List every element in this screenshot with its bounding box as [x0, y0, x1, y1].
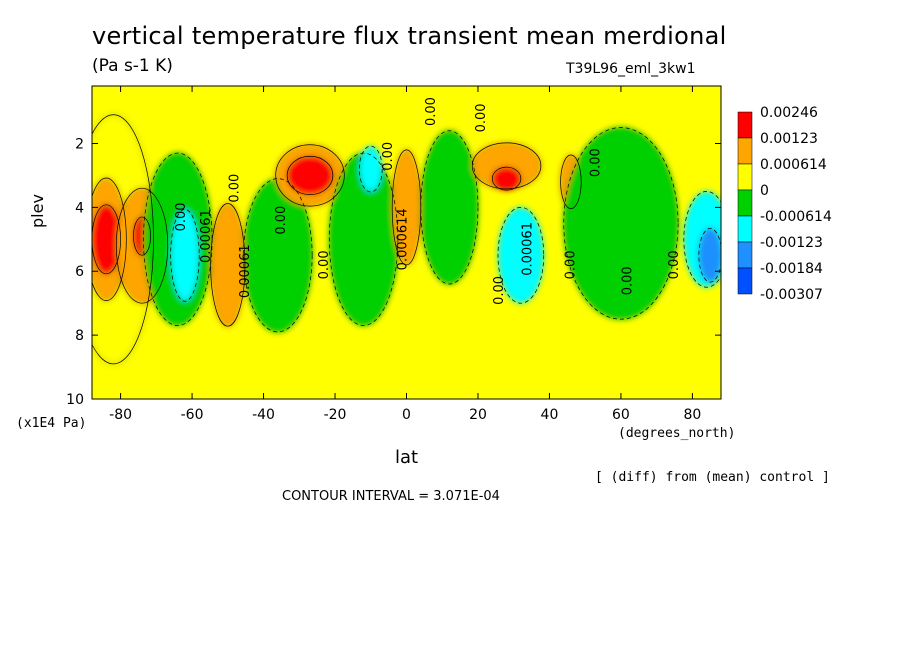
- x-axis-unit: (degrees_north): [618, 426, 736, 441]
- contour-label-10: 0.00: [492, 276, 507, 305]
- x-tick-label: 40: [541, 407, 559, 423]
- contour-label-3: 0.00061: [238, 244, 253, 298]
- legend-swatch: [737, 163, 753, 191]
- color-legend: 0.00246 0.00123 0.000614 0 -0.000614 -0.00123…: [737, 105, 832, 303]
- contour-label-0: 0.00: [174, 202, 189, 231]
- contour-line-10: [286, 155, 334, 195]
- legend-swatch: [737, 215, 753, 243]
- x-tick-label: -40: [252, 407, 275, 423]
- contour-line-17: [497, 207, 545, 304]
- diff-note: [ (diff) from (mean) control ]: [595, 470, 830, 485]
- legend-label: 0.00246: [760, 105, 818, 121]
- field-blob-12: [358, 145, 383, 193]
- field-blob-14: [420, 130, 479, 285]
- x-tick-label: -80: [109, 407, 132, 423]
- run-label: T39L96_eml_3kw1: [566, 61, 696, 77]
- contour-line-19: [563, 127, 679, 320]
- contour-line-16: [491, 166, 522, 191]
- contour-line-21: [698, 228, 721, 283]
- legend-label: -0.00307: [760, 287, 823, 303]
- contour-line-6: [170, 208, 200, 302]
- x-axis-label: lat: [395, 447, 419, 468]
- x-tick-label: 20: [469, 407, 487, 423]
- legend-label: -0.000614: [760, 209, 832, 225]
- contour-label-15: 0.00: [667, 250, 682, 279]
- legend-swatch: [737, 111, 753, 139]
- x-tick-label: -60: [181, 407, 204, 423]
- legend-swatch: [737, 267, 753, 295]
- legend-label: -0.00184: [760, 261, 823, 277]
- contour-line-2: [92, 204, 121, 275]
- legend-label: 0.00123: [760, 131, 818, 147]
- contour-line-15: [471, 142, 542, 190]
- contour-label-9: 0.00: [474, 103, 489, 132]
- x-tick-label: 0: [402, 407, 411, 423]
- contour-label-5: 0.00: [317, 250, 332, 279]
- x-tick-label: 80: [683, 407, 701, 423]
- contour-label-13: 0.00: [588, 148, 603, 177]
- contour-line-1: [92, 177, 127, 301]
- contour-line-3: [115, 187, 169, 304]
- legend-label: -0.00123: [760, 235, 823, 251]
- chart-units: (Pa s-1 K): [92, 56, 173, 76]
- contour-label-14: 0.00: [621, 266, 636, 295]
- contour-line-11: [328, 152, 399, 326]
- contour-line-7: [210, 203, 246, 327]
- contour-line-4: [133, 216, 151, 256]
- legend-swatch: [737, 241, 753, 269]
- legend-label: 0.000614: [760, 157, 827, 173]
- contour-label-12: 0.00: [563, 250, 578, 279]
- contour-label-7: 0.000614: [396, 208, 411, 270]
- contour-label-11: 0.00061: [521, 222, 536, 276]
- y-axis-unit: (x1E4 Pa): [16, 416, 87, 431]
- contour-line-18: [560, 154, 582, 209]
- chart-title: vertical temperature flux transient mean…: [92, 22, 727, 50]
- x-tick-label: 60: [612, 407, 630, 423]
- contour-line-9: [275, 144, 345, 207]
- x-tick-label: -20: [324, 407, 347, 423]
- contour-line-0: [92, 114, 154, 365]
- plot-area: 0.00 0.000610.000.000610.000.000.000.0006…: [66, 85, 722, 423]
- y-tick-label: 6: [75, 264, 84, 280]
- contour-line-14: [420, 130, 479, 285]
- contour-interval: CONTOUR INTERVAL = 3.071E-04: [282, 489, 500, 504]
- contour-label-8: 0.00: [424, 97, 439, 126]
- y-tick-label: 10: [66, 392, 84, 408]
- field-layer: 0.00 0.00061 0.00 0.00061 0.00 0.00 0.00 0.0006…: [92, 86, 721, 399]
- y-tick-label: 4: [75, 200, 84, 216]
- contour-label-6: 0.00: [381, 142, 396, 171]
- contour-line-8: [243, 178, 313, 333]
- contour-label-1: 0.00061: [199, 209, 214, 263]
- legend-label: 0: [760, 183, 769, 199]
- y-tick-label: 8: [75, 328, 84, 344]
- legend-swatch: [737, 189, 753, 217]
- contour-line-20: [683, 191, 721, 288]
- y-tick-label: 2: [75, 136, 84, 152]
- contour-line-13: [391, 149, 422, 266]
- contour-label-4: 0.00: [274, 206, 289, 235]
- contour-label-2: 0.00: [228, 174, 243, 203]
- legend-swatch: [737, 137, 753, 165]
